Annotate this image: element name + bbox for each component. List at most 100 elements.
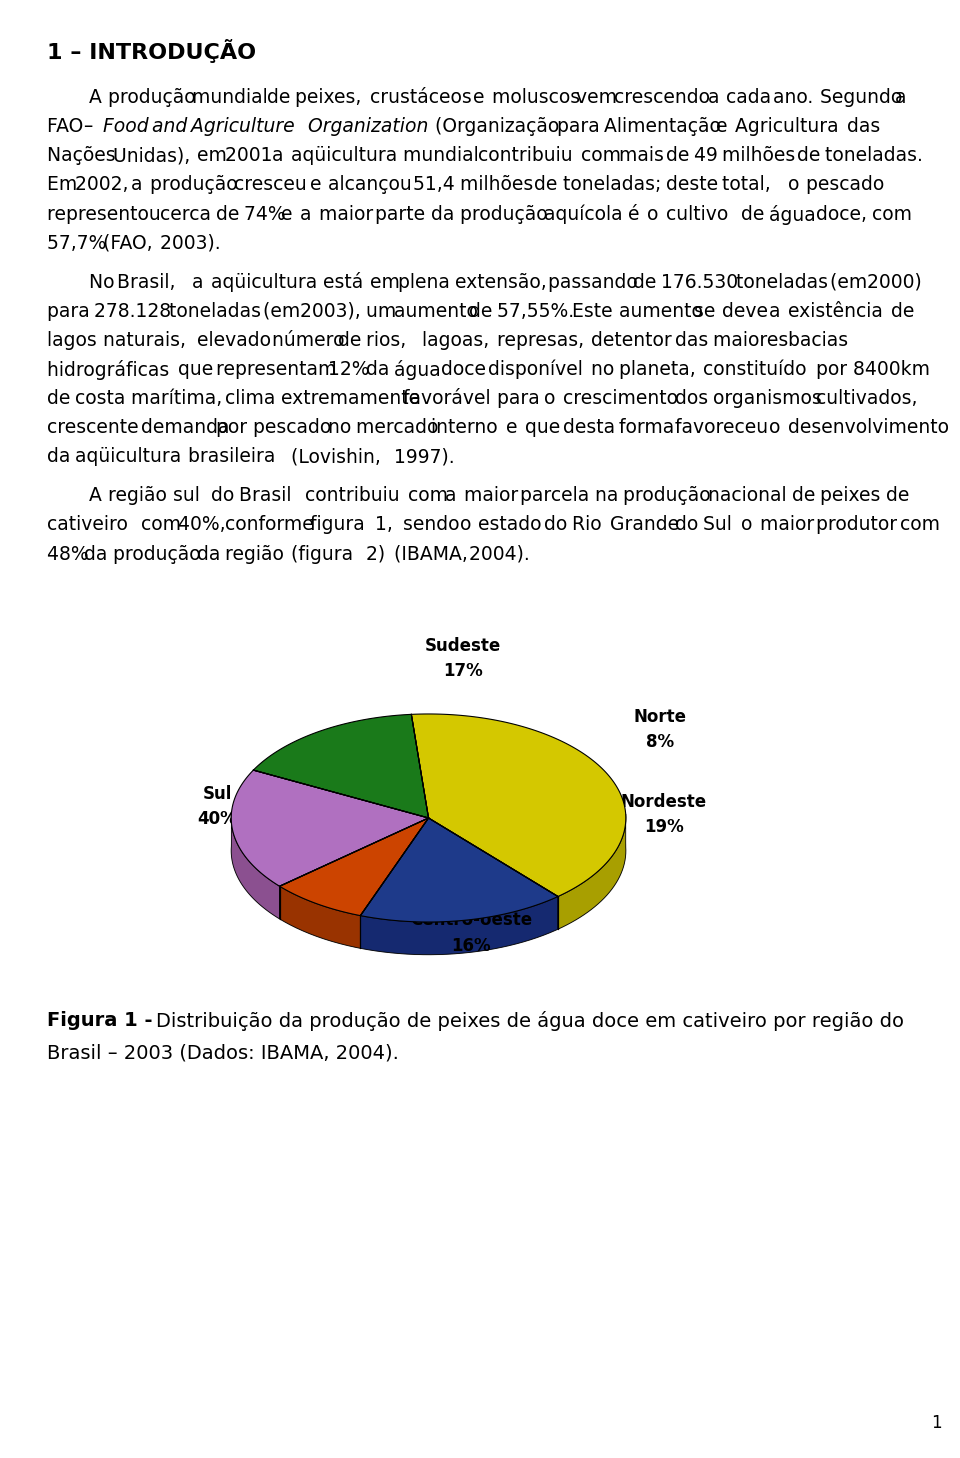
Text: com: com bbox=[141, 516, 187, 535]
Text: 74%: 74% bbox=[244, 204, 292, 223]
Text: com: com bbox=[582, 146, 628, 165]
Text: bacias: bacias bbox=[787, 331, 853, 350]
Text: marítima,: marítima, bbox=[132, 389, 228, 408]
Text: produção: produção bbox=[108, 89, 202, 108]
Text: água: água bbox=[394, 360, 446, 381]
Text: vem: vem bbox=[577, 89, 623, 108]
Text: cultivados,: cultivados, bbox=[816, 389, 924, 408]
Text: 2): 2) bbox=[366, 544, 391, 564]
Text: (em: (em bbox=[263, 302, 306, 321]
Text: 51,4: 51,4 bbox=[413, 175, 461, 194]
Text: o: o bbox=[741, 516, 758, 535]
Text: para: para bbox=[47, 302, 96, 321]
Text: doce: doce bbox=[441, 360, 492, 379]
Text: a: a bbox=[272, 146, 290, 165]
Text: a: a bbox=[132, 175, 149, 194]
Text: no: no bbox=[590, 360, 620, 379]
Text: favoreceu: favoreceu bbox=[675, 418, 775, 437]
Text: da: da bbox=[84, 544, 114, 564]
Text: produção: produção bbox=[112, 544, 206, 564]
Polygon shape bbox=[279, 886, 360, 948]
Text: forma: forma bbox=[619, 418, 680, 437]
Text: de: de bbox=[468, 302, 498, 321]
Text: região: região bbox=[108, 487, 173, 506]
Text: e: e bbox=[473, 89, 491, 108]
Text: o: o bbox=[787, 175, 805, 194]
Polygon shape bbox=[253, 714, 428, 818]
Text: extremamente: extremamente bbox=[281, 389, 426, 408]
Text: de: de bbox=[47, 389, 77, 408]
Text: Distribuição da produção de peixes de água doce em cativeiro por região do: Distribuição da produção de peixes de ág… bbox=[156, 1010, 904, 1031]
Text: 57,7%: 57,7% bbox=[47, 233, 112, 252]
Text: 19%: 19% bbox=[644, 818, 684, 835]
Text: 2002,: 2002, bbox=[75, 175, 134, 194]
Text: é: é bbox=[628, 204, 646, 223]
Text: por: por bbox=[216, 418, 252, 437]
Text: a: a bbox=[445, 487, 463, 506]
Text: produtor: produtor bbox=[816, 516, 902, 535]
Text: deve: deve bbox=[722, 302, 774, 321]
Text: o: o bbox=[460, 516, 477, 535]
Text: mais: mais bbox=[619, 146, 670, 165]
Text: cultivo: cultivo bbox=[665, 204, 734, 223]
Text: disponível: disponível bbox=[488, 360, 588, 379]
Text: das: das bbox=[675, 331, 714, 350]
Text: para: para bbox=[557, 117, 606, 136]
Text: rios,: rios, bbox=[366, 331, 412, 350]
Text: que: que bbox=[525, 418, 566, 437]
Text: clima: clima bbox=[226, 389, 281, 408]
Text: crustáceos: crustáceos bbox=[371, 89, 478, 108]
Text: 57,55%.: 57,55%. bbox=[497, 302, 580, 321]
Text: hidrográficas: hidrográficas bbox=[47, 360, 176, 381]
Text: em: em bbox=[197, 146, 233, 165]
Text: peixes,: peixes, bbox=[296, 89, 368, 108]
Polygon shape bbox=[360, 897, 558, 955]
Text: maior: maior bbox=[319, 204, 379, 223]
Text: que: que bbox=[179, 360, 220, 379]
Text: Segundo: Segundo bbox=[820, 89, 908, 108]
Text: nacional: nacional bbox=[708, 487, 792, 506]
Text: costa: costa bbox=[75, 389, 132, 408]
Text: de: de bbox=[797, 146, 827, 165]
Text: de: de bbox=[633, 273, 662, 292]
Text: o: o bbox=[544, 389, 562, 408]
Text: produção: produção bbox=[150, 175, 244, 194]
Text: de: de bbox=[792, 487, 822, 506]
Polygon shape bbox=[279, 818, 428, 916]
Text: Agriculture: Agriculture bbox=[191, 117, 300, 136]
Text: conforme: conforme bbox=[226, 516, 320, 535]
Text: crescendo: crescendo bbox=[614, 89, 716, 108]
Text: sendo: sendo bbox=[403, 516, 466, 535]
Text: e: e bbox=[716, 117, 733, 136]
Text: figura: figura bbox=[309, 516, 371, 535]
Text: organismos: organismos bbox=[712, 389, 828, 408]
Text: representam: representam bbox=[216, 360, 342, 379]
Text: Brasil – 2003 (Dados: IBAMA, 2004).: Brasil – 2003 (Dados: IBAMA, 2004). bbox=[47, 1044, 398, 1063]
Text: maiores: maiores bbox=[712, 331, 794, 350]
Polygon shape bbox=[231, 746, 626, 955]
Text: interno: interno bbox=[431, 418, 504, 437]
Text: produção: produção bbox=[623, 487, 717, 506]
Text: Organization: Organization bbox=[308, 117, 434, 136]
Text: naturais,: naturais, bbox=[104, 331, 192, 350]
Text: de: de bbox=[665, 146, 695, 165]
Text: de: de bbox=[338, 331, 367, 350]
Text: 2001: 2001 bbox=[226, 146, 278, 165]
Text: mundial: mundial bbox=[403, 146, 485, 165]
Text: produção: produção bbox=[460, 204, 553, 223]
Text: represas,: represas, bbox=[497, 331, 590, 350]
Text: aquícola: aquícola bbox=[544, 204, 629, 225]
Text: o: o bbox=[647, 204, 664, 223]
Text: sul: sul bbox=[174, 487, 206, 506]
Text: representou: representou bbox=[47, 204, 167, 223]
Text: brasileira: brasileira bbox=[187, 448, 281, 467]
Text: plena: plena bbox=[398, 273, 456, 292]
Text: um: um bbox=[366, 302, 402, 321]
Text: cada: cada bbox=[727, 89, 778, 108]
Text: em: em bbox=[371, 273, 406, 292]
Text: do: do bbox=[675, 516, 705, 535]
Text: a: a bbox=[300, 204, 318, 223]
Text: aqüicultura: aqüicultura bbox=[211, 273, 324, 292]
Text: Nações: Nações bbox=[47, 146, 122, 165]
Text: na: na bbox=[595, 487, 625, 506]
